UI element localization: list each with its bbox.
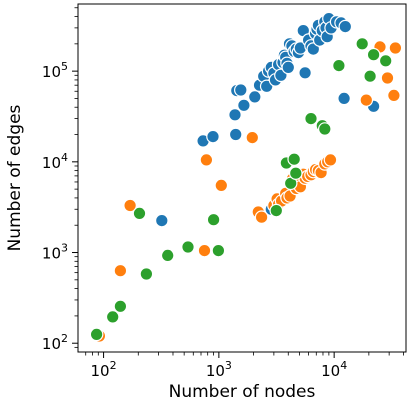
data-point — [206, 129, 220, 144]
data-point — [304, 111, 318, 126]
data-point — [155, 213, 169, 228]
data-point — [113, 299, 128, 314]
data-point — [366, 47, 381, 62]
data-point — [197, 243, 212, 258]
tick-label: 104 — [42, 151, 68, 172]
data-point — [89, 327, 104, 342]
data-point — [269, 203, 284, 218]
data-point — [378, 53, 393, 68]
data-point — [132, 206, 147, 221]
data-point — [123, 198, 137, 213]
data-point — [355, 36, 369, 51]
data-points — [89, 11, 403, 343]
data-point — [332, 58, 346, 73]
tick-label: 102 — [42, 332, 68, 353]
data-point — [287, 152, 301, 166]
data-point — [317, 122, 332, 136]
data-point — [113, 263, 128, 278]
data-point — [281, 60, 296, 75]
data-point — [323, 153, 338, 167]
data-point — [338, 19, 353, 34]
data-point — [245, 130, 260, 145]
data-point — [387, 88, 401, 103]
data-point — [228, 108, 242, 122]
data-point — [248, 90, 262, 104]
data-point — [228, 127, 243, 142]
tick-label: 104 — [321, 359, 347, 380]
data-point — [288, 166, 303, 180]
tick-label: 105 — [42, 60, 68, 81]
data-point — [214, 178, 229, 193]
data-point — [199, 153, 214, 167]
data-point — [388, 41, 403, 55]
data-point — [237, 98, 251, 113]
data-point — [105, 310, 120, 324]
plot-frame — [77, 3, 407, 353]
tick-label: 102 — [91, 359, 117, 380]
y-axis-label: Number of edges — [5, 104, 25, 251]
axis-ticks: 102 103 104 102 103 104 105 — [42, 7, 404, 380]
data-point — [363, 69, 377, 83]
tick-label: 103 — [42, 242, 68, 263]
data-point — [211, 243, 226, 258]
data-point — [206, 212, 221, 227]
x-axis-label: Number of nodes — [169, 382, 316, 402]
data-point — [337, 91, 351, 106]
data-point — [380, 71, 395, 85]
data-point — [181, 240, 195, 254]
data-point — [254, 210, 269, 224]
data-point — [298, 66, 312, 80]
data-point — [139, 267, 154, 281]
data-point — [234, 83, 248, 97]
tick-label: 103 — [206, 359, 232, 380]
data-point — [160, 248, 175, 263]
data-point — [359, 93, 374, 107]
